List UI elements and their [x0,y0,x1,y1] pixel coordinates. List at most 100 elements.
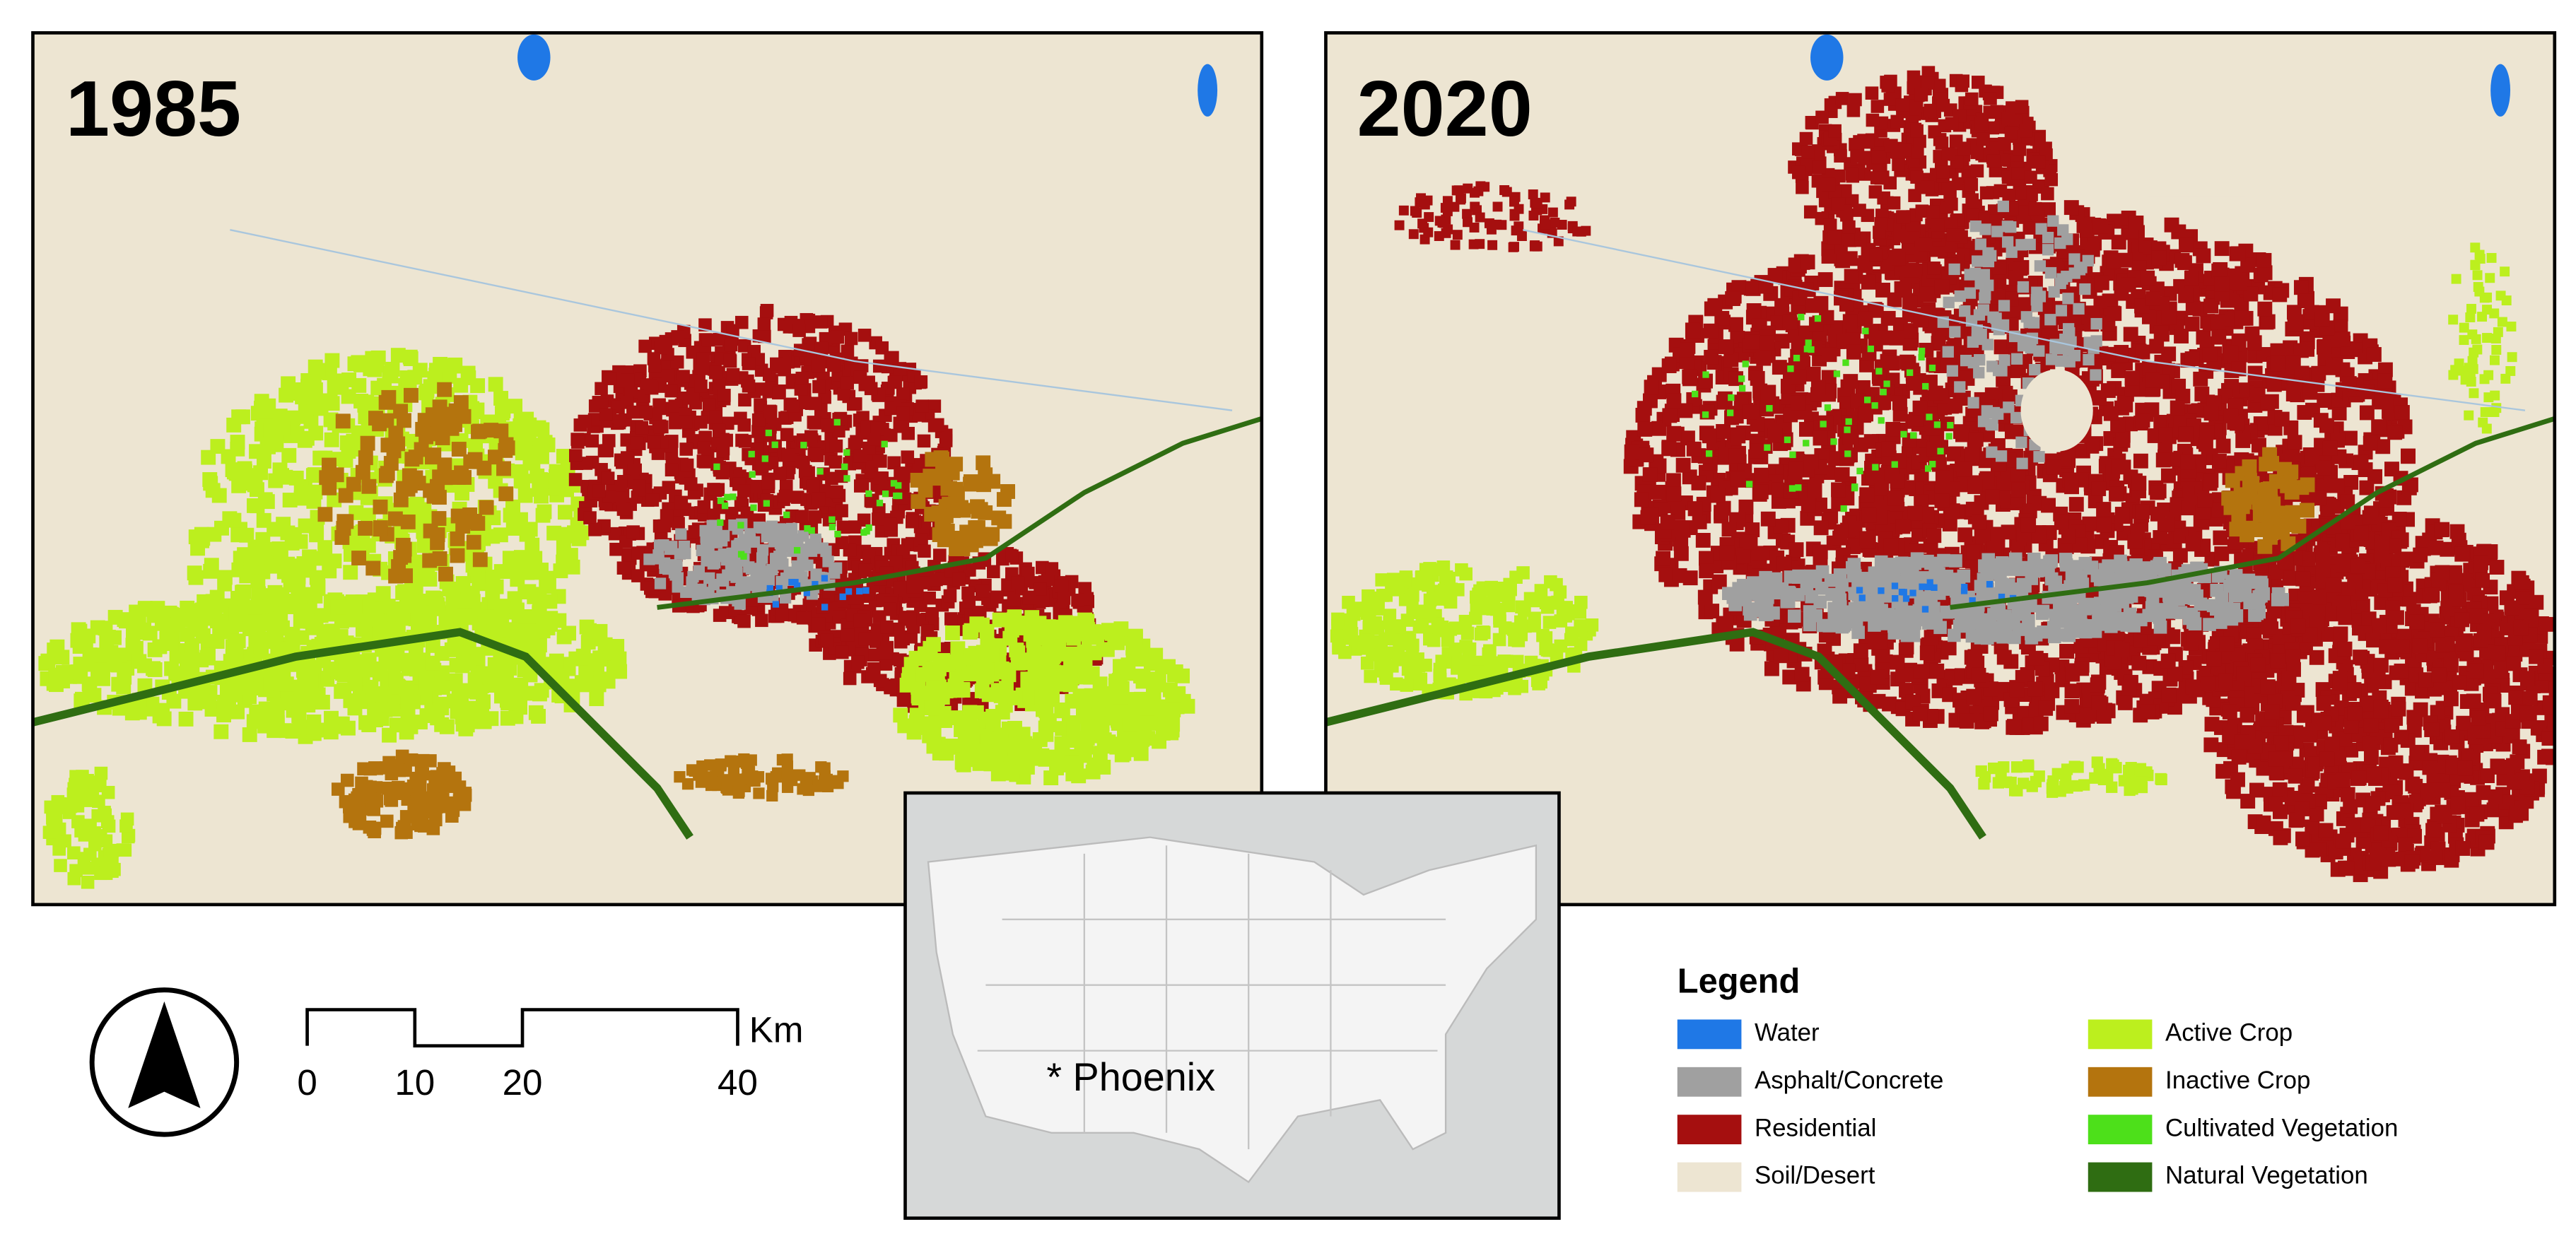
land-cover-patch [782,523,794,536]
land-cover-patch [665,543,677,556]
land-cover-patch [2317,393,2332,408]
land-cover-patch [473,572,488,588]
land-cover-patch [99,867,113,881]
land-cover-patch [402,349,418,365]
land-cover-patch [1059,621,1075,636]
land-cover-patch [1827,451,1843,466]
land-cover-patch [480,666,496,681]
land-cover-patch [740,553,747,560]
land-cover-patch [2161,346,2177,362]
land-cover-patch [275,420,291,435]
land-cover-patch [513,464,529,479]
land-cover-patch [442,368,457,384]
land-cover-patch [351,377,367,393]
land-cover-patch [1012,652,1028,668]
land-cover-patch [447,640,462,656]
land-cover-patch [936,705,952,721]
land-cover-patch [187,695,203,711]
land-cover-patch [857,329,872,342]
land-cover-patch [752,771,765,783]
land-cover-patch [876,500,884,507]
land-cover-patch [498,486,514,502]
land-cover-patch [279,723,294,739]
land-cover-patch [654,341,668,355]
land-cover-patch [508,399,523,414]
land-cover-patch [879,646,893,660]
land-cover-patch [438,566,453,582]
river [33,628,693,840]
land-cover-patch [2367,469,2383,484]
land-cover-patch [399,782,413,796]
land-cover-patch [635,421,649,435]
land-cover-patch [1038,676,1054,692]
land-cover-patch [282,493,298,507]
land-cover-patch [406,694,421,710]
land-cover-patch [972,756,988,771]
land-cover-patch [1001,578,1014,592]
land-cover-patch [781,771,794,783]
land-cover-patch [914,375,928,389]
land-cover-patch [697,441,711,454]
land-cover-patch [69,864,83,878]
land-cover-patch [121,830,135,844]
land-cover-patch [905,515,919,529]
land-cover-patch [695,776,708,788]
land-cover-patch [86,688,102,703]
land-cover-patch [950,641,966,657]
land-cover-patch [358,521,373,536]
land-cover-patch [402,657,417,673]
land-cover-patch [2240,257,2256,273]
land-cover-patch [679,442,693,456]
land-cover-patch [988,752,1004,768]
land-cover-patch [675,528,687,540]
land-cover-patch [433,780,447,794]
land-cover-patch [862,375,875,389]
land-cover-patch [804,525,811,532]
land-cover-patch [894,653,907,667]
land-cover-patch [365,560,381,576]
land-cover-patch [557,505,573,520]
land-cover-patch [539,570,554,586]
land-cover-patch [807,416,821,429]
land-cover-patch [67,789,81,803]
land-cover-patch [271,592,286,607]
land-cover-patch [558,551,574,566]
land-cover-patch [315,695,330,710]
land-cover-patch [780,428,794,442]
land-cover-patch [775,608,789,621]
land-cover-patch [1111,691,1126,706]
land-cover-patch [532,437,548,453]
land-cover-patch [1150,677,1165,693]
land-cover-patch [467,514,483,529]
land-cover-patch [447,357,463,372]
land-cover-patch [351,551,367,565]
land-cover-patch [712,377,726,392]
land-cover-patch [970,499,985,515]
land-cover-patch [2082,516,2097,531]
land-cover-patch [247,498,262,513]
land-cover-patch [1166,702,1181,717]
land-cover-patch [672,581,684,593]
land-cover-patch [872,610,886,623]
land-cover-patch [814,341,829,356]
land-cover-patch [757,317,771,331]
land-cover-patch [919,716,935,732]
land-cover-patch [925,606,939,621]
land-cover-patch [402,468,417,483]
land-cover-patch [496,403,511,418]
land-cover-patch [388,672,404,688]
land-cover-patch [2293,280,2309,295]
land-cover-patch [701,333,715,347]
land-cover-patch [752,572,764,584]
land-cover-patch [569,449,582,462]
land-cover-patch [844,331,858,346]
land-cover-patch [308,484,323,500]
land-cover-patch [324,353,340,368]
land-cover-patch [755,459,769,473]
land-cover-patch [804,430,818,444]
land-cover-patch [423,523,438,539]
land-cover-patch [901,673,916,688]
land-cover-patch [399,599,414,614]
land-cover-patch [893,362,907,375]
